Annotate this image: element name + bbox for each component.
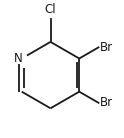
- Text: N: N: [14, 52, 22, 65]
- Text: Cl: Cl: [45, 3, 56, 16]
- Text: Br: Br: [100, 41, 113, 54]
- Text: Br: Br: [100, 96, 113, 109]
